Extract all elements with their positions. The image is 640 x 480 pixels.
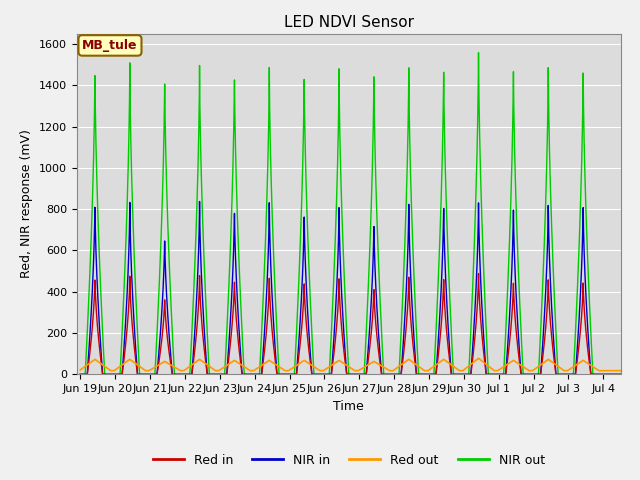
NIR out [521,372,529,377]
Red in [283,372,291,377]
Legend: Red in, NIR in, Red out, NIR out: Red in, NIR in, Red out, NIR out [148,449,550,472]
NIR in [428,372,436,377]
Red out [521,365,529,371]
NIR in [175,372,182,377]
NIR out [401,251,408,257]
Red in [175,372,182,377]
NIR out [475,50,483,56]
Red in [480,350,488,356]
Red out [401,360,408,365]
Red out [76,367,84,373]
NIR out [428,372,436,377]
Red out [175,367,182,372]
NIR in [401,319,408,325]
NIR out [283,372,291,377]
Red out [428,365,436,371]
Line: NIR out: NIR out [80,53,621,374]
NIR out [175,372,182,377]
NIR in [617,372,625,377]
Red out [617,368,625,373]
Line: Red out: Red out [80,358,621,371]
Line: NIR in: NIR in [80,202,621,374]
Red out [107,368,115,373]
NIR out [617,372,625,377]
X-axis label: Time: Time [333,400,364,413]
NIR in [283,372,291,377]
Red in [401,343,408,348]
Title: LED NDVI Sensor: LED NDVI Sensor [284,15,414,30]
NIR in [521,372,529,377]
NIR in [196,199,204,204]
Y-axis label: Red, NIR response (mV): Red, NIR response (mV) [20,130,33,278]
Red out [480,360,488,365]
NIR in [76,372,84,377]
Line: Red in: Red in [80,274,621,374]
NIR out [480,267,488,273]
Red in [521,372,529,377]
Red out [475,355,483,361]
Text: MB_tule: MB_tule [82,39,138,52]
NIR in [480,335,488,340]
Red in [617,372,625,377]
NIR out [76,372,84,377]
Red in [475,271,483,276]
Red in [428,372,436,377]
Red out [283,368,291,373]
Red in [76,372,84,377]
